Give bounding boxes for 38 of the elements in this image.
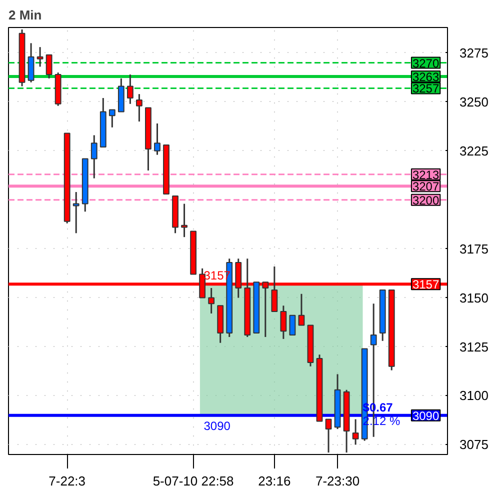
- candlestick: [90, 134, 98, 180]
- candlestick: [46, 54, 52, 80]
- ref-line-label: 3213: [412, 168, 440, 182]
- y-tick-label: 3225: [460, 143, 488, 158]
- x-tick-label: 7-22:3: [48, 474, 86, 488]
- ref-line-label: 3263: [412, 70, 440, 84]
- candlestick: [280, 304, 287, 340]
- candlestick: [298, 293, 305, 326]
- chart-title: 2 Min: [8, 8, 42, 22]
- candlestick: [181, 203, 188, 238]
- annotation: 3090: [204, 418, 231, 433]
- candlestick: [325, 418, 332, 454]
- candlestick: [108, 109, 116, 128]
- candlestick: [352, 418, 359, 446]
- y-tick-label: 3075: [460, 437, 488, 452]
- candlestick: [154, 122, 160, 156]
- candlestick: [28, 42, 34, 84]
- candlestick: [36, 46, 44, 68]
- y-tick-label: 3275: [460, 45, 488, 60]
- candlestick: [72, 191, 80, 234]
- ref-line-label: 3257: [412, 82, 440, 96]
- candlestick: [126, 74, 134, 105]
- x-tick-label: 23:16: [258, 474, 291, 488]
- y-tick-label: 3175: [460, 241, 488, 256]
- y-tick-label: 3250: [460, 94, 488, 110]
- candlestick: [208, 287, 215, 314]
- candlestick: [289, 314, 296, 336]
- ref-line-label: 3270: [412, 56, 440, 70]
- ref-line-label: 3157: [412, 278, 440, 292]
- y-tick-label: 3150: [460, 290, 488, 306]
- candlestick: [136, 93, 142, 122]
- ref-line-label: 3090: [412, 408, 440, 423]
- x-tick-label: 7-23:30: [315, 474, 360, 488]
- x-tick-label: 5-07-10 22:58: [152, 474, 234, 488]
- ref-line-label: 3207: [412, 180, 440, 194]
- y-tick-label: 3100: [460, 388, 488, 404]
- y-tick-label: 3125: [460, 339, 488, 354]
- ref-line-label: 3200: [412, 193, 440, 208]
